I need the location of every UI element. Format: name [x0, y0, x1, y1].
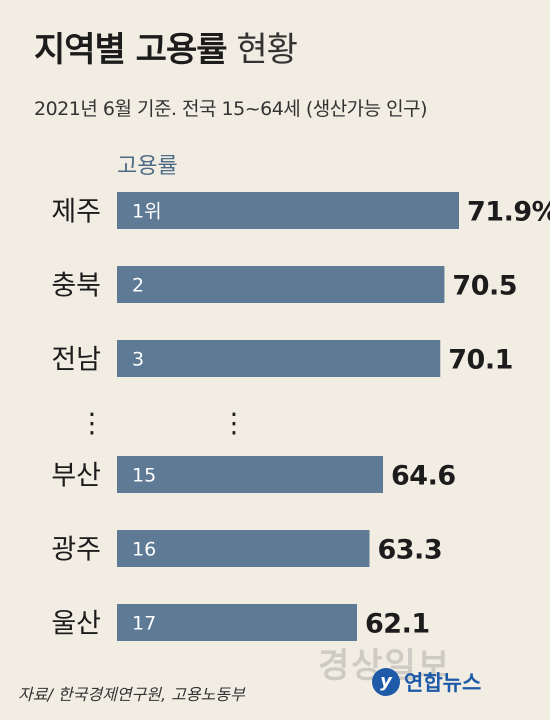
bar [117, 530, 370, 567]
bar [117, 340, 441, 377]
value-label: 64.6 [391, 461, 456, 492]
value-label: 62.1 [365, 609, 430, 640]
category-label: 충북 [51, 271, 101, 302]
rank-label: 3 [132, 349, 144, 371]
bar [117, 266, 445, 303]
category-label: 울산 [51, 609, 101, 640]
rank-label: 17 [132, 613, 156, 635]
logo-text: 연합뉴스 [404, 671, 482, 695]
gap-marker: ⋮ [221, 408, 248, 439]
category-label: 부산 [51, 461, 101, 492]
value-label: 63.3 [377, 535, 442, 566]
gap-marker: ⋮ [79, 408, 106, 439]
value-label: 71.9% [467, 197, 550, 228]
category-label: 전남 [51, 345, 101, 376]
rank-label: 2 [132, 275, 144, 297]
chart-subtitle: 2021년 6월 기준. 전국 15~64세 (생산가능 인구) [34, 98, 428, 120]
category-label: 제주 [51, 197, 101, 228]
bar [117, 604, 357, 641]
title-bold: 지역별 고용률 [34, 30, 228, 70]
title-light: 현황 [236, 30, 298, 70]
value-label: 70.5 [452, 271, 517, 302]
agency-logo: y 연합뉴스 [372, 667, 481, 697]
rank-label: 1위 [132, 201, 162, 223]
chart-title: 지역별 고용률 현황 [34, 22, 298, 71]
bar [117, 456, 384, 493]
rank-label: 16 [132, 539, 156, 561]
series-label: 고용률 [117, 154, 178, 179]
category-label: 광주 [51, 535, 101, 566]
rank-label: 15 [132, 465, 156, 487]
bar [117, 192, 459, 229]
logo-icon: y [372, 668, 400, 696]
value-label: 70.1 [448, 345, 513, 376]
source-note: 자료/ 한국경제연구원, 고용노동부 [18, 685, 245, 704]
